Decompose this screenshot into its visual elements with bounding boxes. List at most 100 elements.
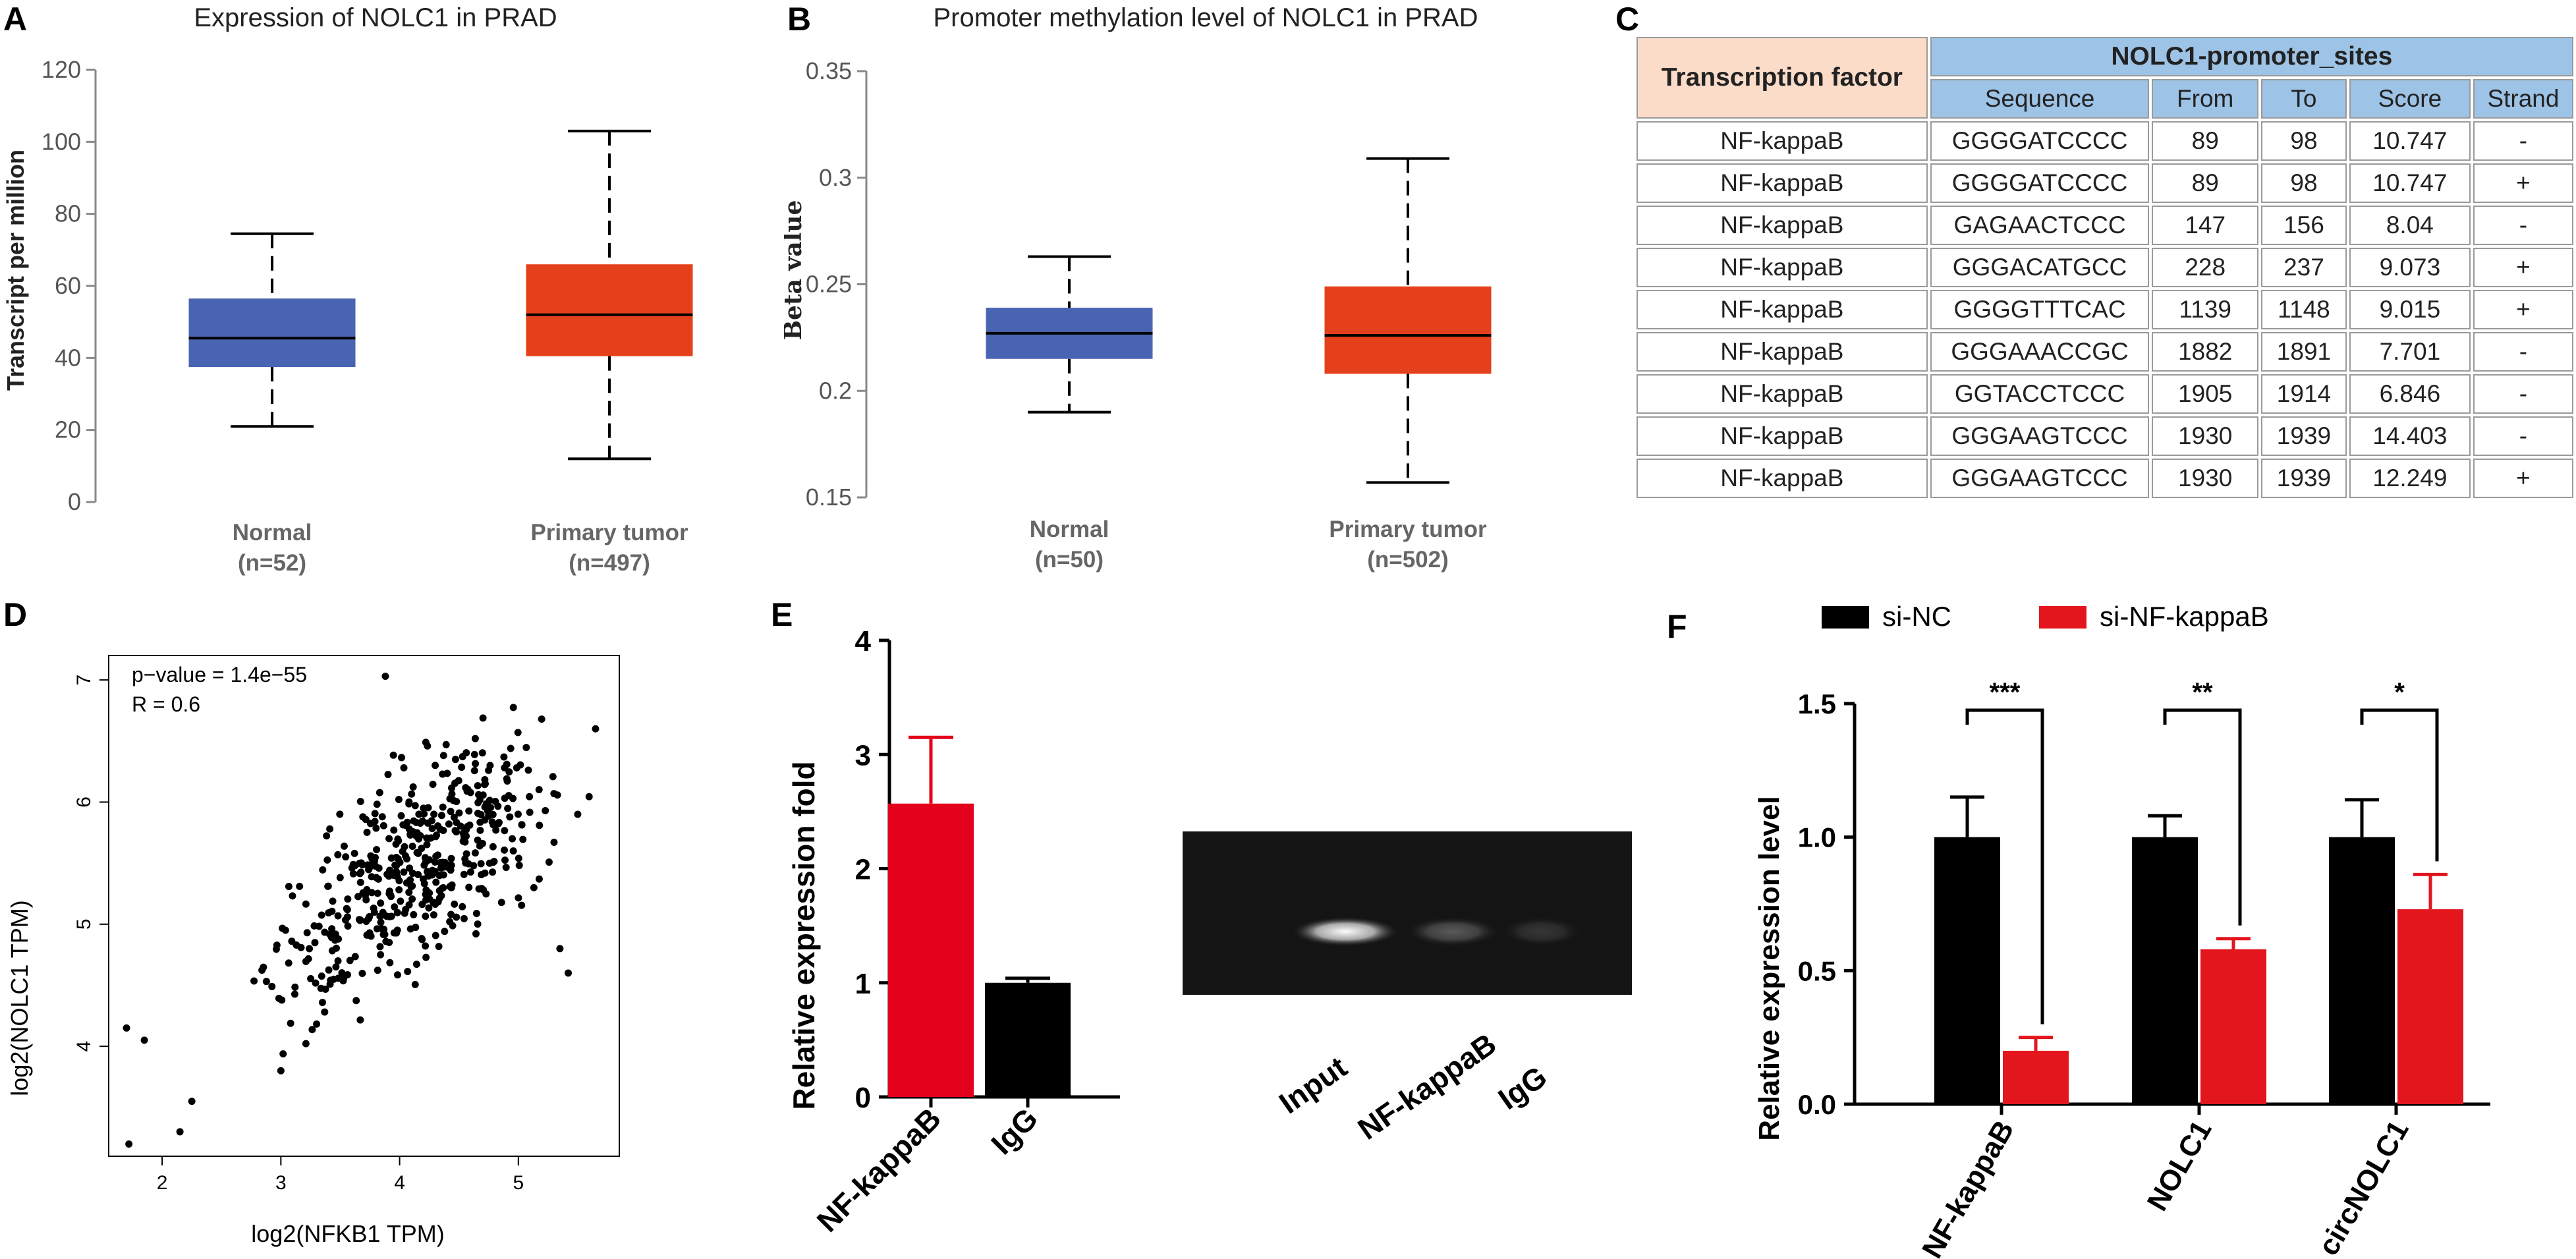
x-tick-label: IgG [984,1101,1044,1161]
scatter-point [419,875,427,883]
panel-b-boxplot: 0.15 0.2 0.25 0.3 0.35 Normal (n=50) Primary tu… [806,57,1492,573]
table-cell: 98 [2261,163,2347,203]
x-tick-label: circNOLC1 [2312,1115,2415,1259]
scatter-point [341,916,349,924]
scatter-point [370,909,378,916]
table-row: NF-kappaB GGGACATGCC 228 237 9.073 + [1637,248,2573,287]
scatter-point [408,843,416,851]
scatter-point [428,871,436,879]
table-cell: 10.747 [2349,163,2471,203]
scatter-point [465,883,473,891]
scatter-point [385,835,393,843]
scatter-point [526,793,534,800]
table-cell: 12.249 [2349,459,2471,498]
table-cell: - [2473,206,2573,245]
scatter-point [344,895,352,903]
scatter-point [404,968,412,976]
scatter-point [289,892,296,900]
category-n-label: (n=497) [569,550,650,576]
scatter-point [406,830,414,838]
scatter-point [428,817,435,825]
table-cell: 9.073 [2349,248,2471,287]
category-label: Primary tumor [530,520,688,546]
scatter-point [476,826,484,834]
scatter-point [549,773,557,781]
scatter-point [451,779,459,787]
scatter-point [518,901,526,909]
scatter-point [397,897,405,905]
scatter-point [385,939,393,947]
table-body: NF-kappaB GGGGATCCCC 89 98 10.747- NF-kappaB G… [1637,121,2573,498]
promoter-sites-header: NOLC1-promoter_sites [1930,37,2573,76]
scatter-point [338,969,346,977]
scatter-point [447,854,455,862]
scatter-point [334,912,342,920]
bar [2200,949,2266,1104]
table-cell: - [2473,121,2573,161]
scatter-point [323,832,331,840]
scatter-point [412,832,420,840]
scatter-point [501,827,509,835]
scatter-point [437,892,445,900]
scatter-point [343,906,351,914]
category-label: Primary tumor [1329,517,1487,542]
scatter-point [422,912,430,920]
scatter-point [477,860,485,868]
scatter-point [438,884,446,892]
scatter-point [515,862,523,870]
scatter-point [509,835,517,843]
scatter-point [381,673,389,681]
y-tick-label: 5 [73,918,95,930]
bar [985,982,1071,1097]
scatter-point [344,970,352,978]
column-header: Score [2349,79,2471,119]
table-cell: GGGGTTTCAC [1930,290,2150,329]
y-tick-label: 100 [42,128,81,155]
table-subheader-row: Sequence From To Score Strand [1637,79,2573,119]
iqr-box [188,298,356,367]
gel-background [1183,831,1632,995]
iqr-box [526,264,693,356]
scatter-point [478,885,486,893]
scatter-point [340,842,348,850]
panel-a-label: A [3,1,27,38]
scatter-point [352,997,360,1005]
y-tick-label: 2 [855,854,871,886]
scatter-point [374,966,381,974]
scatter-point [431,858,439,866]
scatter-point [351,953,359,961]
scatter-point [368,873,376,881]
gel-lane-label: NF-kappaB [1351,1026,1502,1146]
table-cell: 156 [2261,206,2347,245]
scatter-point [503,775,511,783]
scatter-point [464,860,472,868]
x-tick-label: 2 [157,1172,168,1194]
panel-d: D 2 3 4 5 4 5 6 7 p−value = 1.4e−55 R = 0.6 log… [3,596,620,1247]
panel-d-pvalue: p−value = 1.4e−55 [132,663,307,686]
scatter-point [442,741,450,748]
table-header-row: Transcription factor NOLC1-promoter_site… [1637,37,2573,119]
scatter-point [574,810,582,818]
scatter-point [322,986,329,993]
scatter-point [389,751,397,759]
scatter-point [354,893,362,901]
scatter-point [441,928,449,936]
scatter-point [486,797,493,804]
scatter-point [439,752,447,760]
scatter-point [428,825,436,833]
table-cell: 8.04 [2349,206,2471,245]
table-row: NF-kappaB GGGAAGTCCC 1930 1939 12.249 + [1637,459,2573,498]
scatter-point [387,893,395,901]
scatter-point [279,924,287,932]
bar [2003,1050,2069,1104]
table-cell: GGTACCTCCC [1930,374,2150,414]
scatter-point [490,821,497,829]
scatter-point [471,849,479,857]
scatter-point [430,911,437,919]
scatter-point [362,816,370,824]
scatter-point [553,791,561,799]
table-cell: - [2473,374,2573,414]
scatter-point [307,975,315,983]
scatter-point [545,858,553,866]
y-tick-label: 0.15 [806,484,852,511]
